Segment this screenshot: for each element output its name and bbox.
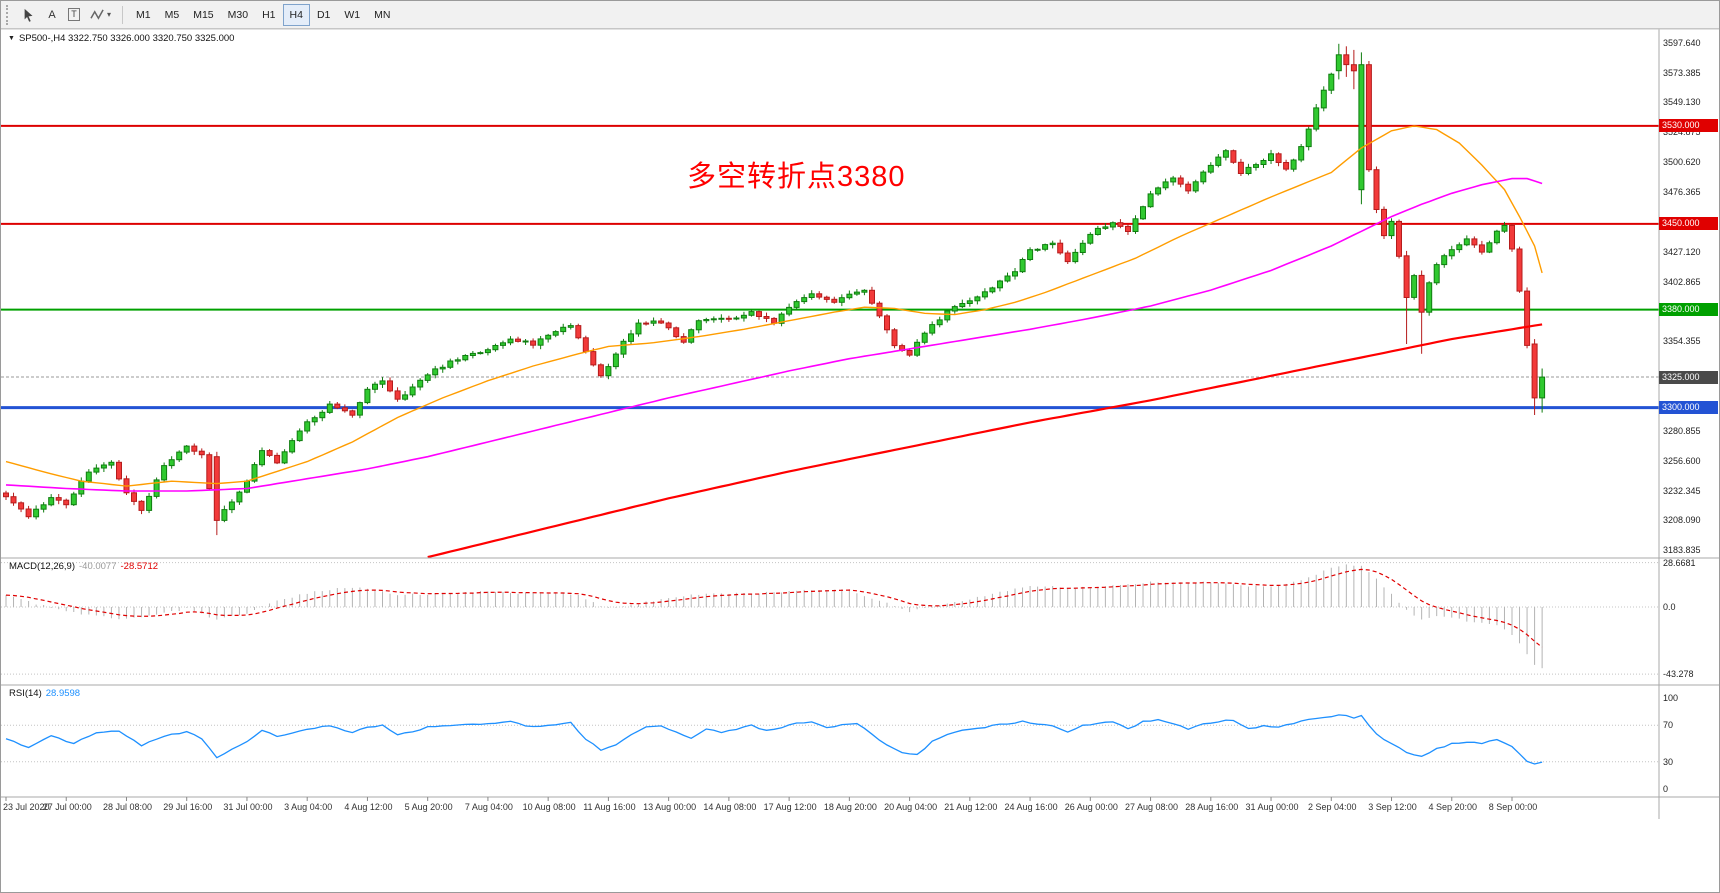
rsi-tick-label: 100 [1663,693,1679,703]
zigzag-icon [90,9,104,20]
rsi-tick-label: 30 [1663,756,1674,767]
toolbar-separator [122,5,124,24]
price-tag-3325: 3325.000 [1659,370,1718,384]
price-tick-label: 3232.345 [1663,485,1701,496]
macd-tick-label: 0.0 [1663,602,1676,612]
timeframe-button-m30[interactable]: M30 [221,4,255,26]
rsi-tick-label: 70 [1663,720,1674,731]
macd-tick-label: 28.6681 [1663,557,1696,568]
text-tool-button[interactable]: A [41,4,63,26]
price-tick-label: 3354.355 [1663,336,1701,347]
timeframe-button-w1[interactable]: W1 [337,4,367,26]
timeframe-button-h4[interactable]: H4 [282,3,310,26]
price-tick-label: 3476.365 [1663,186,1701,197]
time-label: 14 Aug 08:00 [703,802,757,812]
price-tick-label: 3280.855 [1663,426,1701,437]
timeframe-button-m5[interactable]: M5 [158,4,187,26]
time-label: 26 Aug 00:00 [1064,802,1118,812]
timeframe-button-mn[interactable]: MN [367,4,397,26]
price-axis[interactable]: 3597.6403573.3853549.1303524.8753500.620… [1659,29,1719,817]
price-tick-label: 3597.640 [1663,38,1701,49]
label-tool-button[interactable]: T [63,4,85,26]
macd-tick-label: -43.278 [1663,669,1694,680]
time-label: 3 Aug 04:00 [284,802,333,812]
label-tool-icon: T [68,8,80,21]
line-style-dropdown-button[interactable]: ▾ [85,4,116,26]
price-tick-label: 3183.835 [1663,544,1701,555]
rsi-line [5,714,1543,765]
macd-histogram [5,564,1543,669]
chart-ohlc-line: ▼ SP500-,H4 3322.750 3326.000 3320.750 33… [8,33,234,44]
price-tag-3300: 3300.000 [1659,401,1718,415]
price-tick-label: 3549.130 [1663,97,1701,108]
timeframe-button-m15[interactable]: M15 [186,4,220,26]
time-label: 3 Sep 12:00 [1368,802,1417,812]
cursor-tool-button[interactable] [17,4,41,26]
price-tag-3380: 3380.000 [1659,303,1718,317]
time-label: 31 Jul 00:00 [223,802,273,812]
time-label: 27 Jul 00:00 [42,802,92,812]
price-tag-3530: 3530.000 [1659,119,1718,133]
macd-signal-line [5,568,1543,648]
time-label: 20 Aug 04:00 [884,802,938,812]
time-label: 29 Jul 16:00 [163,802,213,812]
time-label: 11 Aug 16:00 [583,802,636,812]
time-label: 24 Aug 16:00 [1004,802,1058,812]
time-label: 2 Sep 04:00 [1307,802,1357,812]
ma-fast-orange [5,125,1543,487]
price-tick-label: 3208.090 [1663,515,1701,526]
ma-slow-red [427,323,1543,559]
price-tick-label: 3427.120 [1663,246,1701,257]
macd-label: MACD(12,26,9) -40.0077 -28.5712 [9,561,158,572]
time-label: 13 Aug 00:00 [643,802,697,812]
time-label: 8 Sep 00:00 [1488,802,1538,812]
price-tick-label: 3573.385 [1663,67,1701,78]
collapse-triangle-icon[interactable]: ▼ [8,35,15,42]
time-label: 4 Aug 12:00 [344,802,393,812]
toolbar-grip[interactable] [6,4,12,25]
timeframe-button-m1[interactable]: M1 [129,4,158,26]
timeframe-button-h1[interactable]: H1 [255,4,282,26]
time-label: 28 Jul 08:00 [102,802,152,812]
rsi-tick-label: 0 [1663,784,1669,794]
macd-main-value: -40.0077 [79,561,117,572]
time-label: 5 Aug 20:00 [404,802,453,812]
time-label: 10 Aug 08:00 [522,802,576,812]
toolbar: A T ▾ M1 M5 M15 M30 H1 H4 D1 W1 MN [1,1,1719,29]
price-tag-3450: 3450.000 [1659,217,1718,231]
candles [3,43,1546,536]
time-label: 31 Aug 00:00 [1245,802,1299,812]
rsi-name: RSI(14) [9,688,42,699]
time-label: 4 Sep 20:00 [1428,802,1478,812]
chart-annotation-text[interactable]: 多空转折点3380 [687,161,906,193]
chevron-down-icon: ▾ [107,10,112,19]
time-label: 17 Aug 12:00 [763,802,817,812]
timeframe-toolbar: M1 M5 M15 M30 H1 H4 D1 W1 MN [129,3,397,26]
cursor-icon [24,8,33,22]
macd-name: MACD(12,26,9) [9,561,75,572]
time-label: 23 Jul 2020 [3,802,50,812]
time-axis[interactable]: 23 Jul 2020 27 Jul 00:00 28 Jul 08:00 29 Ju… [1,797,1659,819]
price-tick-label: 3500.620 [1663,156,1701,167]
time-label: 18 Aug 20:00 [823,802,877,812]
price-tick-label: 3256.600 [1663,455,1701,466]
price-tick-label: 3402.865 [1663,276,1701,287]
time-label: 7 Aug 04:00 [464,802,513,812]
macd-signal-value: -28.5712 [120,561,159,572]
timeframe-button-d1[interactable]: D1 [310,4,337,26]
rsi-label: RSI(14) 28.9598 [9,688,80,699]
time-label: 21 Aug 12:00 [944,802,998,812]
rsi-value: 28.9598 [45,688,81,699]
ma-mid-magenta [5,177,1543,492]
ohlc-text: SP500-,H4 3322.750 3326.000 3320.750 332… [18,33,235,44]
time-label: 28 Aug 16:00 [1185,802,1239,812]
time-label: 27 Aug 08:00 [1125,802,1179,812]
